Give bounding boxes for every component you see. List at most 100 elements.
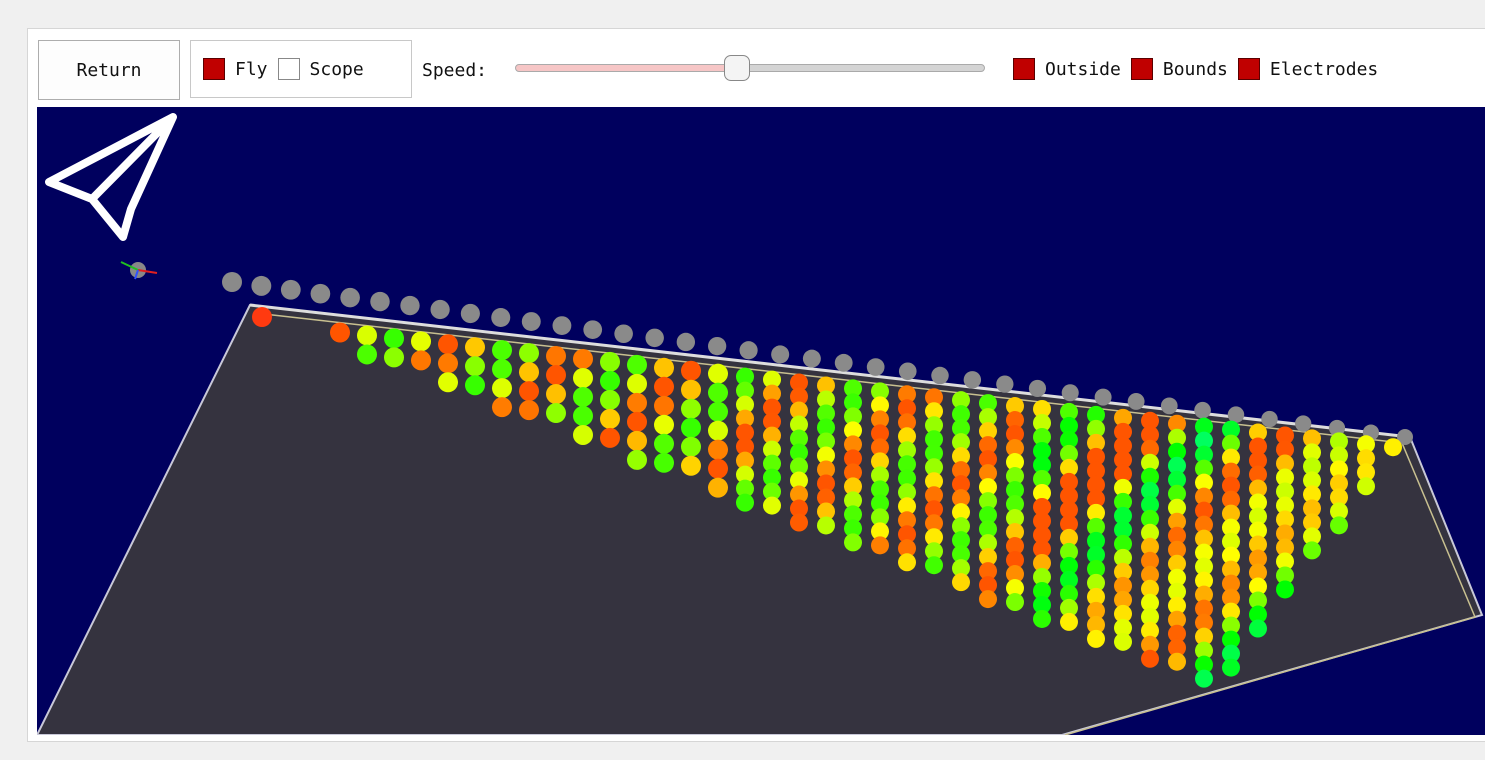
checkbox[interactable] [1013,58,1035,80]
contact-dot [1161,397,1178,414]
contact-dot [330,322,350,342]
contact-dot [1228,406,1245,423]
contact-dot [491,308,510,327]
speed-slider[interactable] [515,64,985,72]
contact-dot [627,393,647,413]
contact-dot [546,403,566,423]
return-button[interactable]: Return [38,40,180,100]
contact-dot [627,450,647,470]
contact-dot [645,329,663,347]
contact-dot [899,362,917,380]
contact-dot [817,516,835,534]
contact-dot [1029,380,1046,397]
contact-dot [465,356,485,376]
checkbox[interactable] [278,58,300,80]
contact-dot [1060,613,1078,631]
contact-dot [681,456,701,476]
contact-dot [844,533,862,551]
contact-dot [522,312,541,331]
contact-dot [627,374,647,394]
contact-dot [654,377,674,397]
contact-dot [384,347,404,367]
checkbox[interactable] [203,58,225,80]
contact-dot [681,418,701,438]
contact-dot [835,354,853,372]
contact-dot [465,375,485,395]
contact-dot [492,340,512,360]
contact-dot [600,352,620,372]
contact-dot [357,344,377,364]
contact-dot [465,337,485,357]
contact-dot [600,409,620,429]
contact-dot [600,390,620,410]
checkbox-label: Outside [1045,59,1121,80]
contact-dot [519,400,539,420]
contact-dot [573,406,593,426]
contact-dot [1114,633,1132,651]
contact-dot [979,590,997,608]
checkbox-label: Scope [310,59,364,80]
contact-dot [357,325,377,345]
contact-dot [222,272,242,292]
contact-dot [1141,650,1159,668]
contact-dot [1195,670,1213,688]
contact-dot [546,365,566,385]
contact-dot [681,399,701,419]
contact-dot [931,367,949,385]
display-toggle[interactable]: Outside [1013,58,1121,80]
view-mode-option[interactable]: Fly [203,58,268,80]
contact-dot [281,280,301,300]
contact-dot [708,459,728,479]
contact-dot [803,350,821,368]
checkbox[interactable] [1238,58,1260,80]
contact-dot [790,514,808,532]
contact-dot [1128,393,1145,410]
contact-dot [438,372,458,392]
contact-dot [252,307,272,327]
contact-dot [996,375,1013,392]
contact-dot [1006,593,1024,611]
slider-thumb[interactable] [724,55,750,81]
contact-dot [461,304,480,323]
contact-dot [708,383,728,403]
contact-dot [1261,411,1277,427]
contact-dot [681,361,701,381]
contact-dot [400,296,419,315]
contact-dot [600,371,620,391]
contact-dot [411,350,431,370]
contact-dot [1087,630,1105,648]
checkbox-label: Fly [235,59,268,80]
contact-dot [964,371,981,388]
contact-dot [654,415,674,435]
contact-dot [1168,653,1186,671]
contact-dot [736,494,754,512]
contact-dot [384,328,404,348]
contact-dot [438,334,458,354]
contact-dot [1222,659,1240,677]
contact-dot [600,428,620,448]
contact-dot [1062,384,1079,401]
contact-dot [681,380,701,400]
contact-dot [867,358,885,376]
contact-dot [1194,402,1211,419]
checkbox[interactable] [1131,58,1153,80]
speed-label: Speed: [422,60,487,81]
contact-dot [1295,415,1311,431]
3d-viewport[interactable] [37,107,1485,735]
contact-dot [771,345,789,363]
view-mode-option[interactable]: Scope [278,58,364,80]
contact-dot [251,276,271,296]
contact-dot [492,359,512,379]
contact-dot [311,284,331,304]
contact-dot [1276,580,1294,598]
display-toggle[interactable]: Electrodes [1238,58,1378,80]
display-toggle[interactable]: Bounds [1131,58,1228,80]
contact-dot [553,316,572,335]
contact-dot [1303,541,1321,559]
contact-dot [925,556,943,574]
contact-dot [519,381,539,401]
contact-dot [871,536,889,554]
contact-dot [573,349,593,369]
contact-dot [654,358,674,378]
contact-dot [627,355,647,375]
